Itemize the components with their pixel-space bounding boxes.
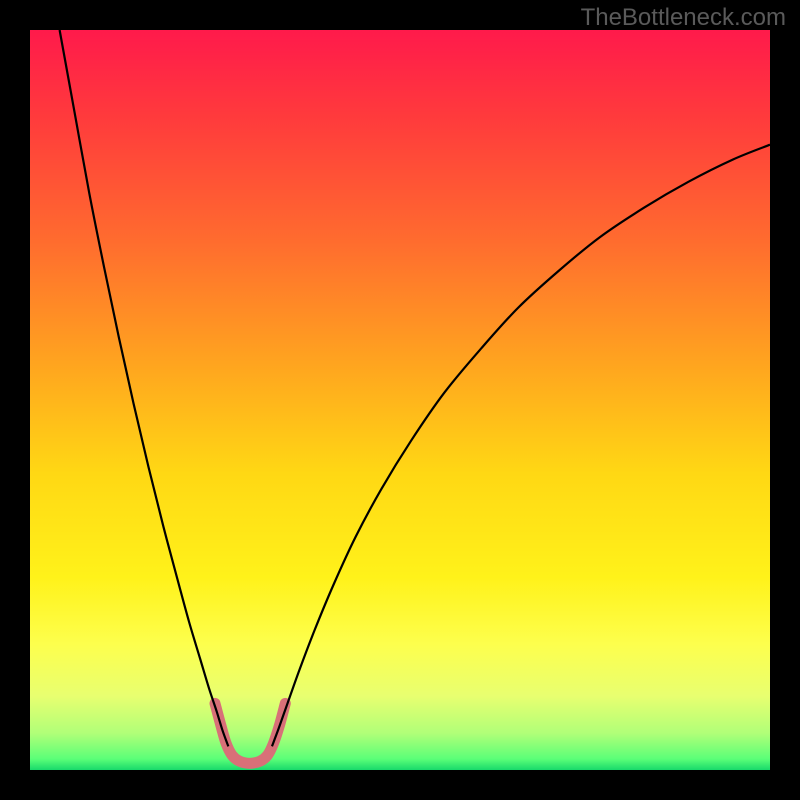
- chart-stage: TheBottleneck.com: [0, 0, 800, 800]
- attribution-text: TheBottleneck.com: [581, 4, 786, 32]
- plot-background: [30, 30, 770, 770]
- bottleneck-chart: [0, 0, 800, 800]
